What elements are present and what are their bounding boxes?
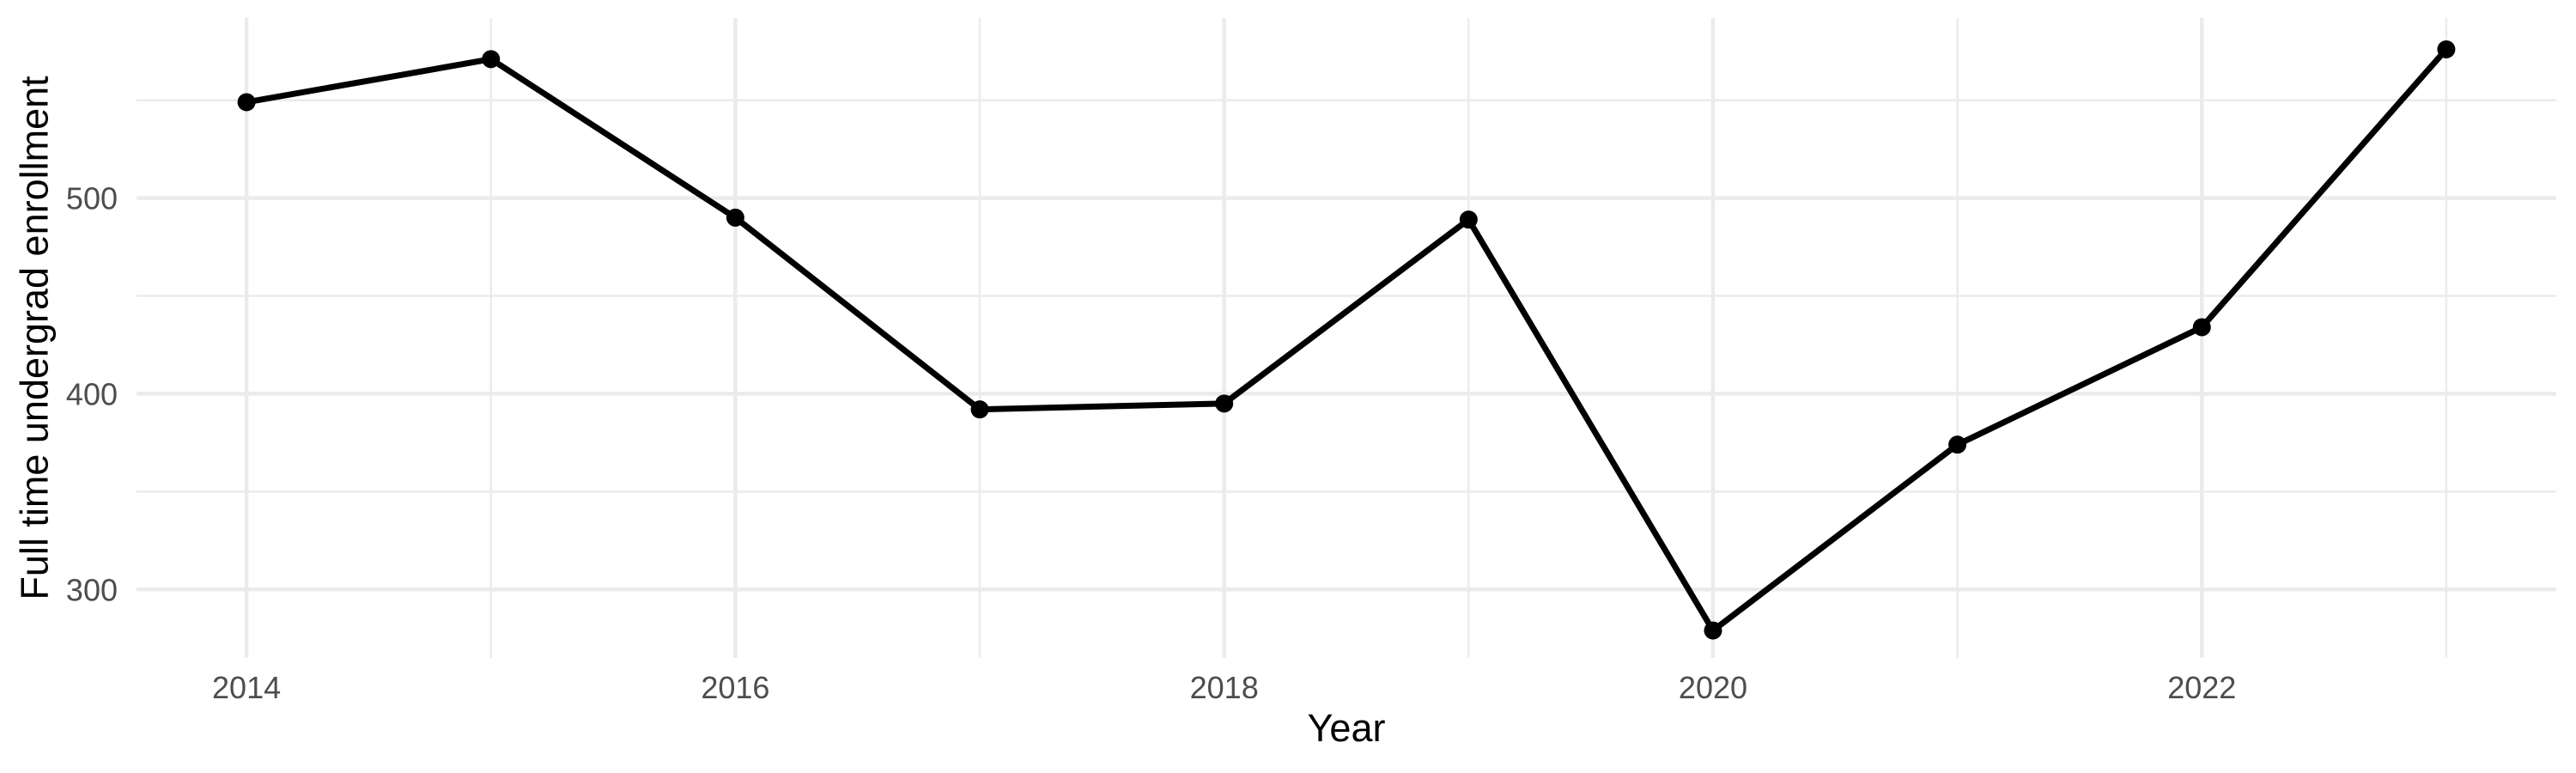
data-point-2022 xyxy=(2192,318,2211,337)
data-point-2014 xyxy=(237,93,256,112)
x-tick-label-2016: 2016 xyxy=(701,670,769,705)
data-point-2019 xyxy=(1459,210,1478,229)
major-gridlines xyxy=(137,18,2556,658)
minor-gridlines xyxy=(137,18,2556,658)
x-tick-label-2022: 2022 xyxy=(2167,670,2236,705)
y-axis-tick-labels: 300 400 500 xyxy=(66,181,118,608)
x-tick-label-2020: 2020 xyxy=(1679,670,1747,705)
data-point-2017 xyxy=(970,400,989,419)
x-tick-label-2018: 2018 xyxy=(1190,670,1259,705)
x-tick-label-2014: 2014 xyxy=(212,670,281,705)
data-point-2023 xyxy=(2437,40,2456,58)
data-point-2016 xyxy=(726,208,744,227)
data-point-2015 xyxy=(482,50,501,69)
data-point-2020 xyxy=(1704,621,1722,640)
series-line xyxy=(243,46,2450,634)
x-axis-title: Year xyxy=(1308,706,1386,750)
y-axis-title: Full time undergrad enrollment xyxy=(13,76,57,600)
x-axis-tick-labels: 2014 2016 2018 2020 2022 xyxy=(212,670,2236,705)
y-tick-label-300: 300 xyxy=(66,572,118,607)
data-point-2018 xyxy=(1215,394,1234,413)
y-tick-label-400: 400 xyxy=(66,376,118,411)
data-point-2021 xyxy=(1948,435,1967,454)
data-series xyxy=(237,40,2456,640)
y-tick-label-500: 500 xyxy=(66,181,118,216)
